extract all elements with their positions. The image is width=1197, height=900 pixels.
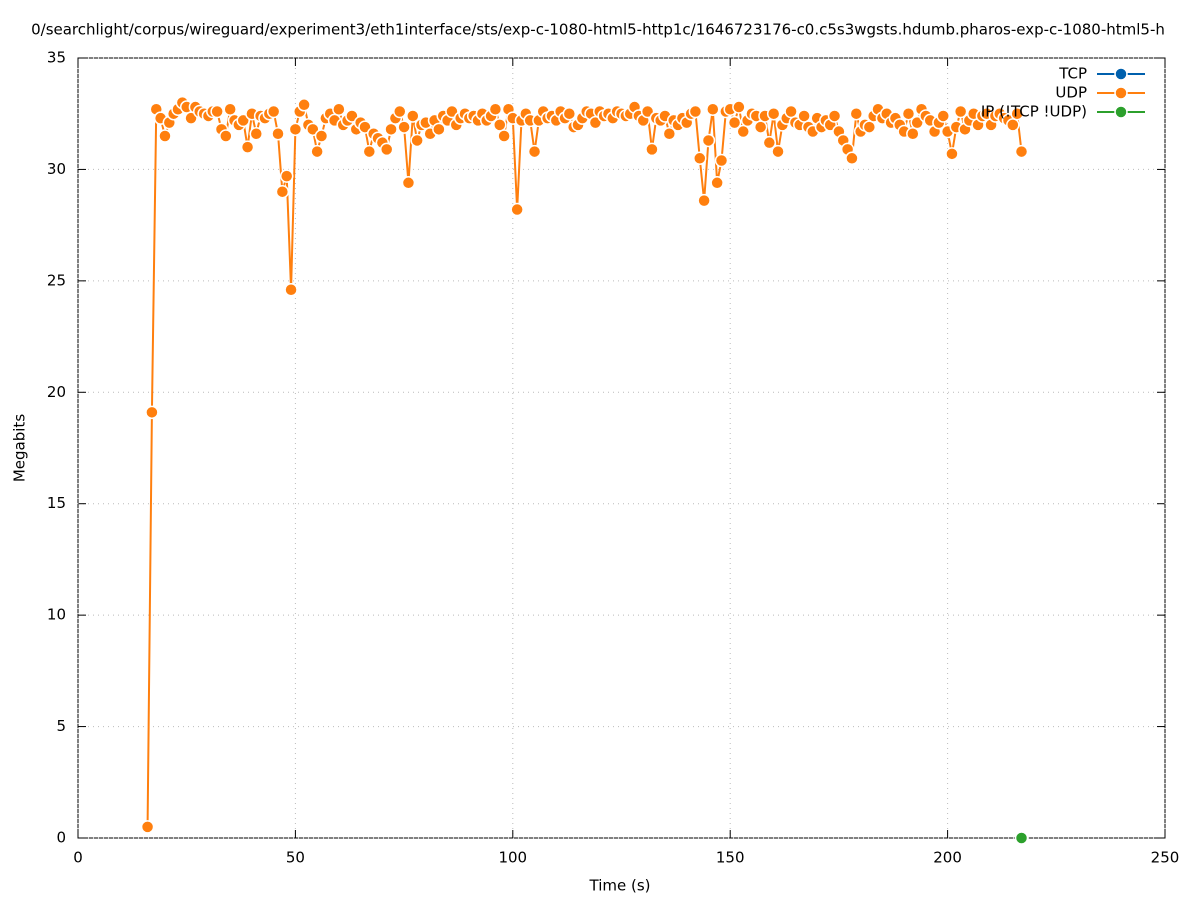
data-point (140, 820, 155, 834)
data-point (662, 127, 677, 141)
y-tick-label: 10 (47, 606, 66, 624)
data-point (1006, 118, 1020, 132)
data-point (445, 104, 459, 119)
data-point (271, 127, 285, 141)
data-point (697, 193, 711, 208)
x-tick-label: 150 (716, 849, 745, 867)
data-point (797, 109, 811, 123)
data-point (753, 120, 768, 134)
data-point (219, 129, 233, 143)
data-point (827, 109, 842, 123)
data-point (275, 184, 290, 199)
data-point (379, 142, 394, 157)
x-tick-label: 50 (286, 849, 305, 867)
data-point (1014, 831, 1029, 845)
data-point (401, 176, 416, 190)
data-point (279, 169, 294, 183)
data-point (762, 135, 777, 150)
data-point (393, 104, 407, 119)
x-tick-label: 250 (1151, 849, 1180, 867)
chart-title: 0/searchlight/corpus/wireguard/experimen… (31, 21, 1165, 39)
data-point (766, 106, 781, 121)
data-point (727, 115, 742, 130)
data-point (397, 120, 411, 134)
x-tick-label: 100 (498, 849, 527, 867)
data-point (362, 144, 377, 159)
legend-label: TCP (1058, 65, 1087, 83)
data-point (288, 122, 303, 137)
y-tick-label: 35 (47, 49, 66, 67)
data-point (358, 120, 372, 134)
data-point (406, 109, 420, 123)
data-point (714, 153, 729, 168)
data-point (693, 151, 707, 166)
data-point (410, 133, 424, 148)
data-point (845, 151, 859, 166)
data-point (314, 129, 329, 143)
y-tick-label: 25 (47, 271, 66, 289)
data-point (297, 98, 311, 112)
data-point (249, 127, 264, 141)
data-point (849, 106, 864, 121)
data-point (306, 122, 320, 137)
data-point (862, 120, 877, 134)
data-point (710, 176, 724, 190)
data-point (706, 102, 720, 117)
data-point (901, 106, 916, 121)
data-point (145, 405, 159, 420)
y-tick-label: 15 (47, 494, 66, 512)
data-point (701, 133, 716, 148)
x-tick-label: 0 (73, 849, 83, 867)
data-point (562, 106, 577, 121)
data-point (345, 109, 359, 123)
data-point (736, 124, 750, 139)
y-tick-label: 20 (47, 383, 66, 401)
data-point (510, 202, 524, 217)
data-point (384, 122, 398, 137)
series-line (146, 100, 1023, 827)
data-point (158, 129, 172, 143)
data-point (945, 147, 959, 161)
legend-marker (1114, 105, 1128, 119)
data-point (240, 140, 255, 154)
data-point (432, 122, 446, 137)
data-point (953, 104, 968, 119)
legend-marker (1114, 67, 1128, 81)
data-point (732, 100, 746, 114)
data-point (527, 144, 542, 159)
y-tick-label: 0 (56, 829, 66, 847)
data-point (1014, 144, 1029, 159)
data-point (284, 283, 298, 297)
data-point (784, 104, 798, 119)
data-point (310, 144, 324, 159)
data-point (332, 102, 346, 117)
data-point (936, 109, 951, 123)
x-axis-label: Time (s) (589, 877, 651, 895)
data-point (645, 142, 659, 157)
y-axis-label: Megabits (11, 414, 29, 482)
legend-label: UDP (1055, 84, 1087, 102)
data-point (771, 144, 785, 159)
data-point (266, 104, 281, 119)
data-point (497, 129, 511, 143)
data-point (223, 102, 237, 117)
legend-marker (1114, 86, 1128, 100)
plot-frame (77, 57, 1166, 839)
data-point (688, 104, 703, 119)
legend-label: IP (!TCP !UDP) (981, 103, 1087, 121)
data-point (493, 118, 507, 132)
data-point (906, 127, 920, 141)
data-point (488, 102, 503, 117)
x-tick-label: 200 (933, 849, 962, 867)
y-tick-label: 30 (47, 160, 66, 178)
data-point (210, 104, 224, 119)
data-point (1010, 106, 1024, 121)
data-point (640, 104, 655, 119)
y-tick-label: 5 (56, 717, 66, 735)
data-point (236, 113, 250, 128)
data-point (910, 115, 924, 130)
